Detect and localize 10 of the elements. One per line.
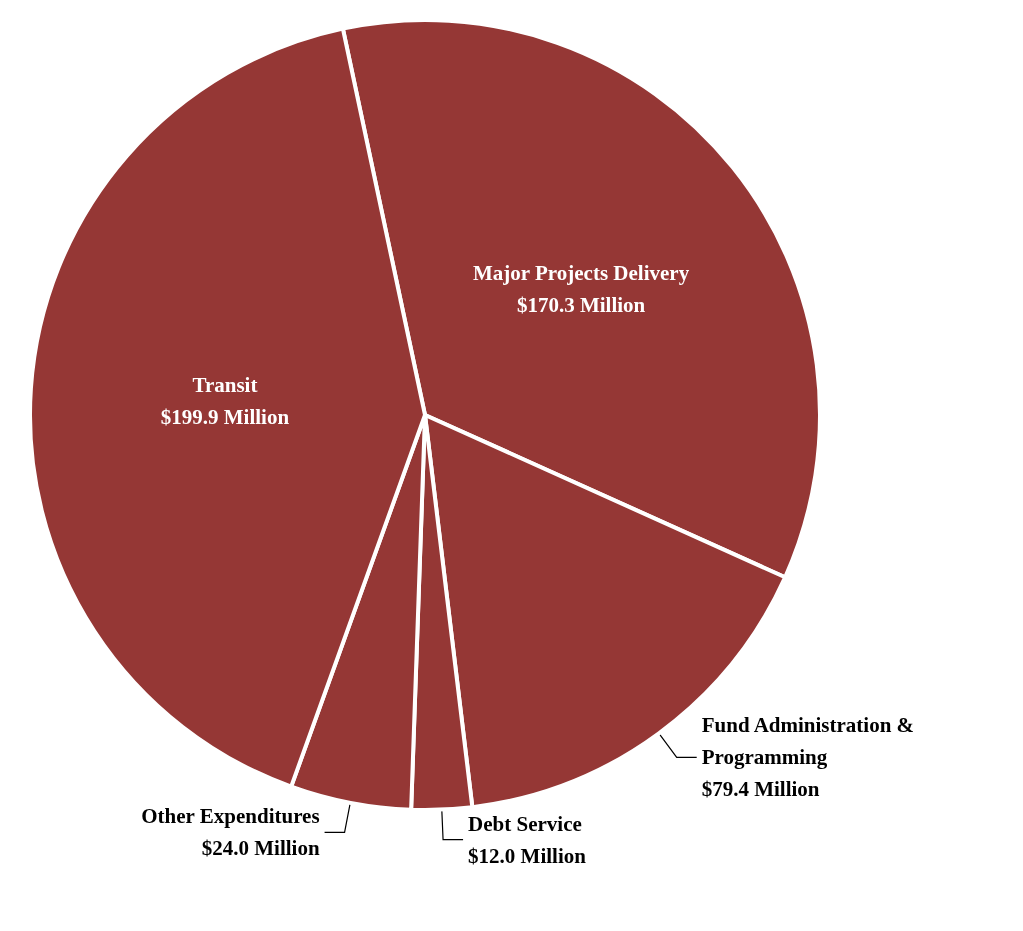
data-label: $79.4 Million xyxy=(701,777,820,802)
data-label: $199.9 Million xyxy=(160,405,290,430)
slice-label: Other Expenditures xyxy=(141,804,320,829)
slice-label: Major Projects Delivery xyxy=(473,261,690,286)
data-label: $12.0 Million xyxy=(468,843,587,868)
slice-label: Transit xyxy=(192,373,258,398)
slice-label: Debt Service xyxy=(468,811,582,836)
data-label: $24.0 Million xyxy=(201,836,320,861)
slice-label: Fund Administration & Programming xyxy=(701,713,920,770)
data-label: $170.3 Million xyxy=(516,293,646,318)
